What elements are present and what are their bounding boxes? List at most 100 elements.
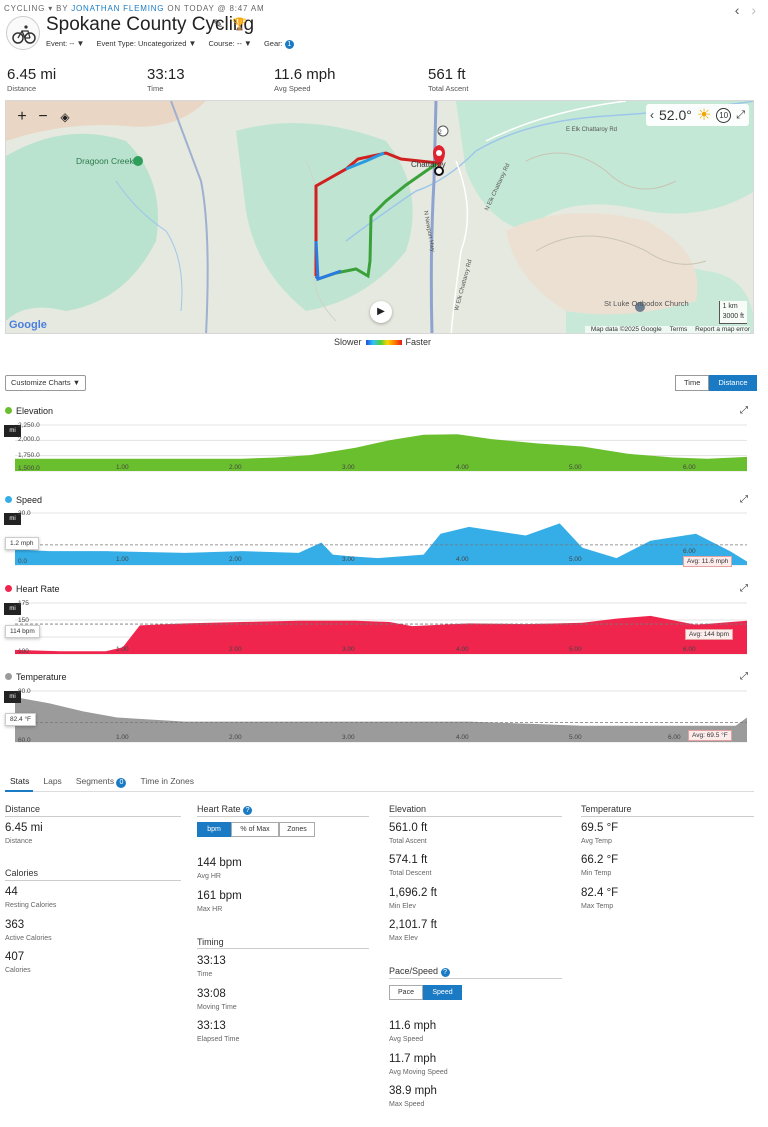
customize-charts-button[interactable]: Customize Charts ▼ xyxy=(5,375,87,391)
tab-laps[interactable]: Laps xyxy=(43,776,62,786)
distance-heading: Distance xyxy=(5,804,41,814)
speed-plot[interactable] xyxy=(15,512,747,566)
fullscreen-icon[interactable]: ⤢ xyxy=(736,108,745,121)
x-unit-tag: mi xyxy=(4,425,21,437)
y-tick-label: 0.0 xyxy=(18,558,28,565)
scale-km: 1 km xyxy=(722,303,738,310)
expand-icon[interactable]: ⤢ xyxy=(740,671,748,682)
time-toggle[interactable]: Time xyxy=(675,375,710,391)
tab-time-in-zones[interactable]: Time in Zones xyxy=(140,776,195,786)
stat-value: 144 bpm xyxy=(197,857,242,869)
speed-legend: Slower Faster xyxy=(334,337,431,347)
summary-label: Distance xyxy=(7,84,37,93)
terms-link[interactable]: Terms xyxy=(669,326,688,333)
trophy-icon[interactable]: 🏆 xyxy=(232,17,248,31)
layers-icon[interactable]: ◈ xyxy=(60,110,70,124)
hr-zones-toggle[interactable]: Zones xyxy=(279,822,315,837)
legend-faster: Faster xyxy=(405,337,432,347)
wind-icon: 10 xyxy=(716,107,732,123)
stat-value: 561.0 ft xyxy=(389,822,428,834)
speed-dot-icon xyxy=(5,496,12,503)
summary-value: 6.45 mi xyxy=(7,66,57,83)
x-tick-label: 1.00 xyxy=(116,734,129,741)
heart-dot-icon xyxy=(5,585,12,592)
title-tools: ✎ 🏆 xyxy=(213,17,247,31)
hr-percent-max-toggle[interactable]: % of Max xyxy=(231,822,279,837)
heart-rate-heading-text: Heart Rate xyxy=(197,804,241,814)
customize-charts-label: Customize Charts xyxy=(11,378,71,387)
x-tick-label: 6.00 xyxy=(683,646,696,653)
distance-toggle[interactable]: Distance xyxy=(709,375,757,391)
tabs-divider xyxy=(5,791,754,792)
zoom-in-button[interactable]: + xyxy=(17,108,27,125)
course-label: Course: -- xyxy=(208,39,242,48)
stat-label: Resting Calories xyxy=(5,902,57,909)
report-error-link[interactable]: Report a map error xyxy=(695,326,750,333)
summary-value: 33:13 xyxy=(147,66,185,83)
heart-rate-area-series xyxy=(15,615,747,654)
speed-chart-title: Speed xyxy=(5,495,42,505)
temperature-chart-title: Temperature xyxy=(5,672,67,682)
course-dropdown[interactable]: Course: -- ▼ xyxy=(208,39,251,48)
y-tick-label: 60.0 xyxy=(18,737,31,744)
elevation-title-text: Elevation xyxy=(16,406,54,416)
map-canvas[interactable]: Dragoon Creek Chattaroy 2 E Elk Chattaro… xyxy=(6,101,754,334)
help-icon[interactable]: ? xyxy=(440,968,450,977)
play-button[interactable]: ▶ xyxy=(370,301,392,323)
expand-icon[interactable]: ⤢ xyxy=(740,583,748,594)
activity-category[interactable]: CYCLING xyxy=(4,4,46,13)
help-icon[interactable]: ? xyxy=(243,806,253,815)
stat-label: Total Descent xyxy=(389,870,432,877)
activity-title[interactable]: Spokane County Cycling xyxy=(46,14,255,35)
hr-bpm-toggle[interactable]: bpm xyxy=(197,822,231,837)
author-link[interactable]: JONATHAN FLEMING xyxy=(71,4,165,13)
x-tick-label: 2.00 xyxy=(229,556,242,563)
stat-value: 33:08 xyxy=(197,988,226,1000)
route-map[interactable]: Dragoon Creek Chattaroy 2 E Elk Chattaro… xyxy=(5,100,754,334)
map-label-e-elk: E Elk Chattaroy Rd xyxy=(566,127,617,133)
map-label-chattaroy: Chattaroy xyxy=(411,160,446,169)
activity-meta: Event: -- ▼ Event Type: Uncategorized ▼ … xyxy=(46,39,304,49)
speed-avg-tag: Avg: 11.6 mph xyxy=(683,556,733,567)
y-tick-label: 150 xyxy=(18,617,29,624)
heart-tooltip: 114 bpm xyxy=(5,625,40,638)
chevron-down-icon: ▼ xyxy=(76,39,85,48)
breadcrumb-by: BY xyxy=(56,4,69,13)
x-tick-label: 1.00 xyxy=(116,556,129,563)
stat-label: Avg HR xyxy=(197,873,221,880)
summary-time: 33:13 Time xyxy=(147,66,185,93)
stat-label: Max Temp xyxy=(581,903,614,910)
stat-value: 6.45 mi xyxy=(5,822,43,834)
section-rule xyxy=(389,816,562,817)
tab-stats[interactable]: Stats xyxy=(10,776,30,786)
heart-rate-plot[interactable] xyxy=(15,602,747,655)
prev-activity-icon[interactable]: ‹ xyxy=(734,2,740,18)
x-tick-label: 3.00 xyxy=(342,464,355,471)
temp-title-text: Temperature xyxy=(16,672,67,682)
google-logo-text: Google xyxy=(9,319,47,331)
x-tick-label: 6.00 xyxy=(683,548,696,555)
next-activity-icon[interactable]: › xyxy=(751,2,756,18)
elevation-plot[interactable] xyxy=(15,424,747,472)
chevron-down-icon: ▼ xyxy=(243,39,252,48)
summary-label: Total Ascent xyxy=(428,84,469,93)
caret-down-icon: ▼ xyxy=(72,378,81,387)
elevation-chart-title: Elevation xyxy=(5,406,53,416)
event-type-dropdown[interactable]: Event Type: Uncategorized ▼ xyxy=(96,39,196,48)
zoom-out-button[interactable]: − xyxy=(38,108,48,125)
gear-selector[interactable]: Gear: 1 xyxy=(264,39,294,49)
weather-prev-icon[interactable]: ‹ xyxy=(649,108,654,122)
section-rule xyxy=(5,816,181,817)
event-dropdown[interactable]: Event: -- ▼ xyxy=(46,39,84,48)
stat-label: Moving Time xyxy=(197,1004,237,1011)
expand-icon[interactable]: ⤢ xyxy=(740,494,748,505)
stat-value: 82.4 °F xyxy=(581,887,619,899)
pace-toggle[interactable]: Pace xyxy=(389,985,423,1000)
stat-label: Avg Moving Speed xyxy=(389,1069,448,1076)
tab-segments[interactable]: Segments 0 xyxy=(76,776,127,788)
temperature-plot[interactable] xyxy=(15,690,747,743)
expand-icon[interactable]: ⤢ xyxy=(740,405,748,416)
edit-pencil-icon[interactable]: ✎ xyxy=(213,17,224,31)
speed-tooltip: 1.2 mph xyxy=(5,537,39,550)
speed-toggle[interactable]: Speed xyxy=(423,985,462,1000)
